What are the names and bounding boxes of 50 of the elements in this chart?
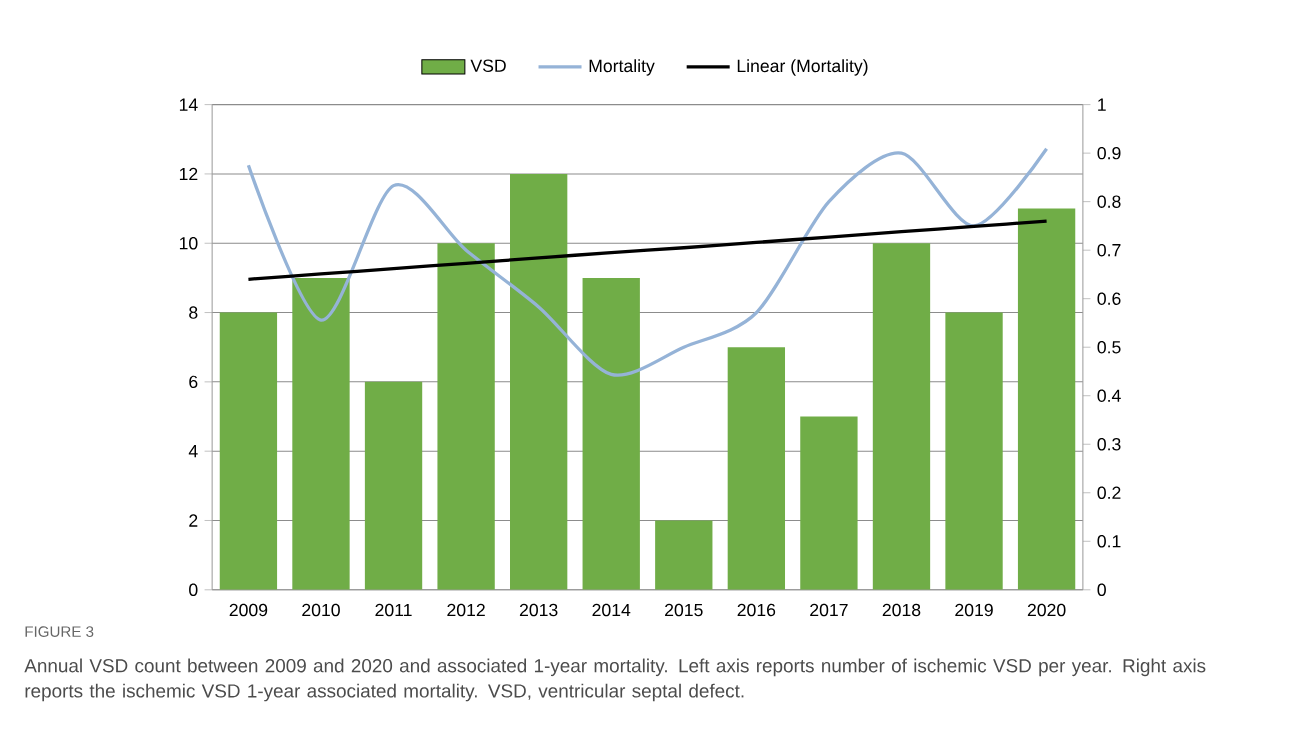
bar: [945, 312, 1003, 590]
x-tick-label: 2009: [229, 603, 268, 617]
bar: [655, 520, 713, 590]
bar: [510, 173, 568, 590]
x-tick-label: 2011: [375, 603, 412, 617]
x-tick-label: 2013: [519, 603, 558, 617]
bar: [292, 277, 350, 590]
x-tick-label: 2014: [592, 603, 631, 617]
y2-tick-label: 0.5: [1097, 340, 1121, 354]
x-tick-label: 2018: [882, 603, 921, 617]
y2-tick-label: 0.1: [1097, 534, 1121, 548]
y2-tick-label: 0.9: [1097, 146, 1121, 160]
x-tick-label: 2010: [302, 603, 340, 617]
y-tick-label: 6: [189, 375, 198, 388]
y2-tick-label: 1: [1098, 98, 1106, 111]
y2-tick-label: 0.3: [1097, 437, 1121, 451]
bar: [437, 243, 495, 590]
y2-tick-label: 0.4: [1097, 389, 1121, 402]
y-tick-label: 14: [179, 98, 198, 111]
bar: [727, 347, 786, 590]
bar: [1017, 208, 1076, 590]
y2-tick-label: 0.7: [1097, 243, 1121, 257]
x-tick-label: 2020: [1027, 603, 1066, 617]
x-tick-label: 2016: [737, 603, 776, 617]
x-tick-label: 2019: [955, 603, 993, 617]
y-tick-label: 12: [179, 167, 198, 180]
text: Annual VSD count between 2009 and 2020 and associated 1-year mortality. Left axis reports number of ischemic VSD per year. Right axis reports the ischemic VSD 1-year associated mortality. VSD, ventricular septal defect.: [24, 658, 1206, 702]
bar: [582, 277, 640, 590]
y2-tick-label: 0.2: [1097, 486, 1121, 499]
x-tick-label: 2012: [447, 603, 485, 617]
bar: [800, 416, 858, 590]
line-series: [246, 146, 1049, 377]
caption: FIGURE 3: [25, 626, 94, 637]
line-series: [246, 219, 1049, 281]
x-tick-label: 2015: [665, 603, 703, 617]
y-tick-label: 0: [189, 583, 198, 596]
legend-label: VSD: [470, 59, 506, 72]
y2-tick-label: 0: [1097, 583, 1106, 596]
y2-tick-label: 0.8: [1097, 195, 1121, 208]
x-tick-label: 2017: [810, 603, 848, 617]
y-tick-label: 4: [188, 444, 198, 458]
y2-tick-label: 0.6: [1097, 292, 1121, 305]
legend-label: Mortality: [589, 59, 655, 76]
legend-label: Linear (Mortality): [737, 59, 868, 76]
bar: [364, 381, 423, 590]
y-tick-label: 8: [189, 306, 198, 319]
y-tick-label: 2: [189, 514, 198, 527]
bar: [872, 243, 931, 590]
bar: [219, 312, 278, 590]
y-tick-label: 10: [179, 236, 198, 250]
